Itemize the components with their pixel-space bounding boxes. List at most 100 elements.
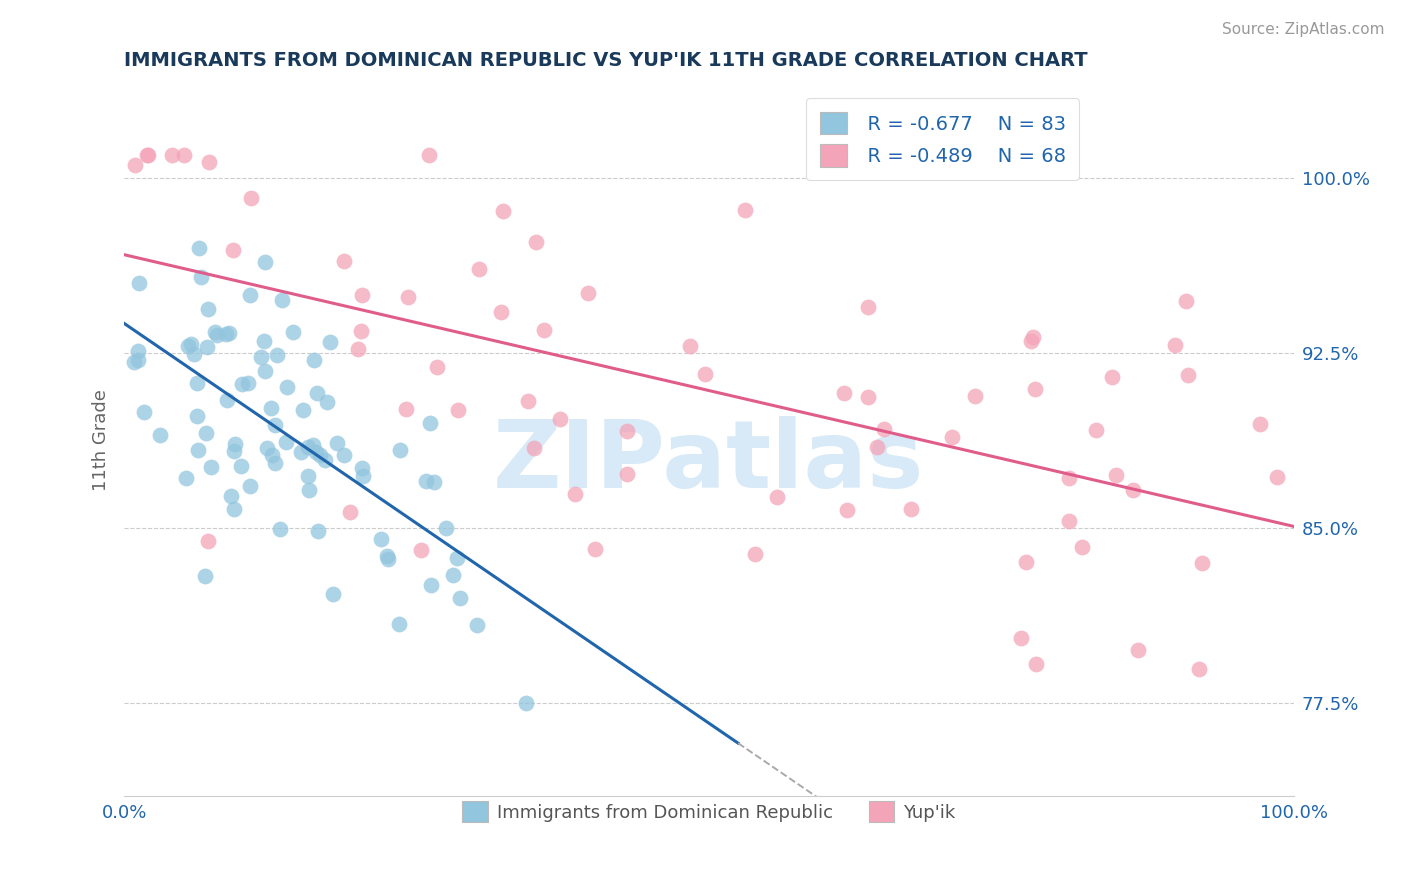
Point bbox=[276, 380, 298, 394]
Y-axis label: 11th Grade: 11th Grade bbox=[93, 390, 110, 491]
Point bbox=[465, 618, 488, 632]
Point bbox=[388, 442, 411, 457]
Point bbox=[221, 489, 243, 503]
Point bbox=[215, 392, 238, 407]
Point bbox=[173, 148, 195, 162]
Point bbox=[260, 449, 283, 463]
Point bbox=[420, 578, 443, 592]
Point bbox=[254, 364, 277, 378]
Point bbox=[195, 426, 218, 441]
Point bbox=[1070, 540, 1092, 554]
Point bbox=[963, 389, 986, 403]
Point bbox=[1024, 382, 1046, 396]
Point bbox=[186, 409, 208, 424]
Point bbox=[873, 422, 896, 436]
Point bbox=[325, 435, 347, 450]
Point bbox=[1122, 483, 1144, 497]
Point bbox=[548, 412, 571, 426]
Point bbox=[187, 241, 209, 255]
Point bbox=[239, 191, 262, 205]
Point bbox=[418, 148, 440, 162]
Point bbox=[837, 502, 859, 516]
Point bbox=[297, 468, 319, 483]
Point bbox=[693, 368, 716, 382]
Point bbox=[263, 456, 285, 470]
Point bbox=[1010, 631, 1032, 645]
Point bbox=[388, 616, 411, 631]
Point bbox=[576, 286, 599, 301]
Point bbox=[274, 435, 297, 450]
Point bbox=[1249, 417, 1271, 431]
Point bbox=[1126, 643, 1149, 657]
Point bbox=[249, 351, 271, 365]
Point bbox=[231, 458, 253, 473]
Point bbox=[316, 395, 339, 409]
Point bbox=[197, 534, 219, 549]
Point bbox=[900, 502, 922, 516]
Point bbox=[1188, 662, 1211, 676]
Point bbox=[1021, 330, 1043, 344]
Point bbox=[215, 326, 238, 341]
Point bbox=[271, 293, 294, 307]
Point bbox=[515, 696, 537, 710]
Point bbox=[447, 402, 470, 417]
Point bbox=[489, 305, 512, 319]
Point bbox=[1164, 337, 1187, 351]
Point bbox=[136, 148, 159, 162]
Point bbox=[832, 385, 855, 400]
Text: ZIPatlas: ZIPatlas bbox=[494, 416, 925, 508]
Point bbox=[524, 235, 547, 249]
Point bbox=[423, 475, 446, 489]
Point bbox=[409, 542, 432, 557]
Point bbox=[339, 505, 361, 519]
Point bbox=[347, 342, 370, 356]
Point bbox=[266, 348, 288, 362]
Point bbox=[204, 325, 226, 339]
Point bbox=[333, 448, 356, 462]
Point bbox=[446, 551, 468, 566]
Point bbox=[426, 359, 449, 374]
Point bbox=[352, 468, 374, 483]
Text: IMMIGRANTS FROM DOMINICAN REPUBLIC VS YUP'IK 11TH GRADE CORRELATION CHART: IMMIGRANTS FROM DOMINICAN REPUBLIC VS YU… bbox=[124, 51, 1088, 70]
Point bbox=[766, 490, 789, 504]
Point bbox=[291, 403, 314, 417]
Point bbox=[319, 334, 342, 349]
Point bbox=[176, 471, 198, 485]
Point bbox=[941, 430, 963, 444]
Point bbox=[441, 567, 464, 582]
Point bbox=[333, 253, 356, 268]
Point bbox=[583, 542, 606, 557]
Point bbox=[350, 324, 373, 338]
Point bbox=[307, 385, 329, 400]
Point bbox=[492, 203, 515, 218]
Point bbox=[533, 322, 555, 336]
Point bbox=[322, 587, 344, 601]
Point bbox=[127, 353, 149, 368]
Point bbox=[269, 522, 291, 536]
Point bbox=[1191, 556, 1213, 570]
Point bbox=[253, 334, 276, 348]
Point bbox=[186, 376, 208, 391]
Point bbox=[124, 158, 146, 172]
Point bbox=[231, 376, 253, 391]
Point bbox=[449, 591, 471, 605]
Point bbox=[194, 569, 217, 583]
Point bbox=[180, 337, 202, 351]
Point bbox=[200, 459, 222, 474]
Point bbox=[1175, 293, 1198, 308]
Point bbox=[132, 405, 155, 419]
Point bbox=[305, 445, 328, 459]
Point bbox=[679, 339, 702, 353]
Point bbox=[218, 326, 240, 341]
Point bbox=[616, 424, 638, 438]
Point bbox=[415, 474, 437, 488]
Point bbox=[1265, 470, 1288, 484]
Point bbox=[516, 394, 538, 409]
Point bbox=[308, 448, 330, 462]
Point bbox=[122, 355, 145, 369]
Point bbox=[187, 442, 209, 457]
Point bbox=[1057, 470, 1080, 484]
Point bbox=[523, 441, 546, 455]
Point bbox=[1059, 515, 1081, 529]
Point bbox=[1025, 657, 1047, 671]
